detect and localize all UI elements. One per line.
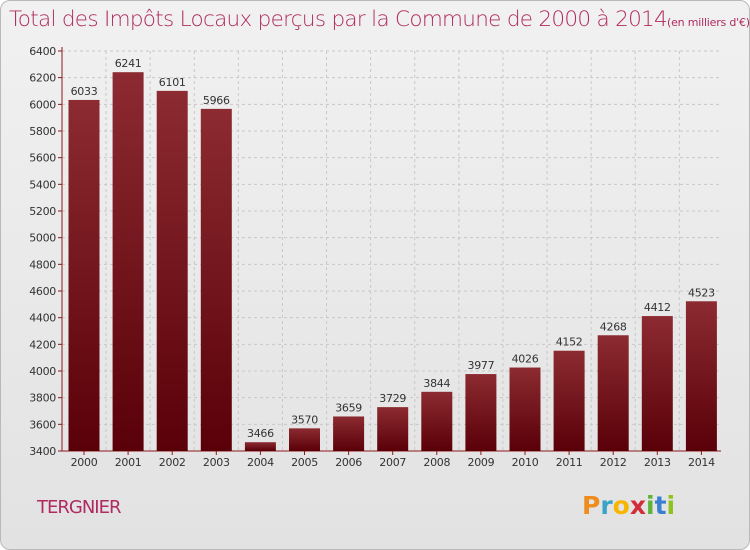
y-tick-label: 5600 — [29, 152, 56, 165]
data-label: 4026 — [512, 353, 539, 366]
bar — [553, 350, 585, 451]
y-tick-label: 4000 — [29, 365, 56, 378]
x-tick-label: 2012 — [600, 456, 627, 469]
bar — [377, 407, 409, 451]
logo-letter: o — [612, 491, 630, 520]
data-label: 6241 — [115, 57, 142, 70]
data-label: 3659 — [335, 401, 362, 414]
y-tick-label: 5400 — [29, 178, 56, 191]
commune-name: TERGNIER — [37, 497, 121, 518]
bar — [112, 72, 144, 451]
chart-title-main: Total des Impôts Locaux perçus par la Co… — [9, 7, 668, 32]
x-tick-labels: 2000 2001 2002 2003 2004 2005 2006 2007 2008 2009… — [71, 456, 716, 469]
y-tick-label: 4600 — [29, 285, 56, 298]
x-tick-label: 2009 — [468, 456, 495, 469]
chart-title: Total des Impôts Locaux perçus par la Co… — [9, 7, 750, 32]
x-tick-label: 2002 — [159, 456, 186, 469]
x-tick-label: 2006 — [335, 456, 362, 469]
y-tick-label: 3800 — [29, 392, 56, 405]
data-label: 6033 — [71, 85, 98, 98]
x-tick-label: 2014 — [688, 456, 715, 469]
bar — [465, 374, 497, 451]
bar — [641, 316, 673, 451]
x-tick-label: 2003 — [203, 456, 230, 469]
chart-title-unit: (en milliers d'€) — [667, 16, 750, 29]
bar — [156, 90, 188, 451]
bar — [289, 428, 320, 451]
y-tick-label: 5200 — [29, 205, 56, 218]
x-tick-label: 2005 — [291, 456, 318, 469]
y-tick-label: 4200 — [29, 338, 56, 351]
bar — [509, 367, 541, 451]
bar — [200, 108, 232, 451]
y-tick-label: 4400 — [29, 312, 56, 325]
x-tick-label: 2013 — [644, 456, 671, 469]
x-tick-label: 2004 — [247, 456, 274, 469]
bar — [597, 335, 629, 451]
data-label: 4268 — [600, 320, 627, 333]
x-tick-label: 2010 — [512, 456, 539, 469]
bar — [333, 416, 365, 451]
logo-letter: i — [646, 491, 655, 520]
y-tick-label: 6200 — [29, 72, 56, 85]
bar — [685, 301, 717, 451]
x-tick-label: 2008 — [423, 456, 450, 469]
x-tick-label: 2001 — [115, 456, 142, 469]
y-tick-label: 5000 — [29, 232, 56, 245]
data-label: 4412 — [644, 301, 671, 314]
bar — [68, 99, 100, 451]
bar — [244, 442, 276, 451]
y-tick-label: 4800 — [29, 258, 56, 271]
logo-letter: t — [654, 491, 667, 520]
x-tick-label: 2000 — [71, 456, 98, 469]
data-label: 4523 — [688, 286, 715, 299]
y-tick-label: 6400 — [29, 45, 56, 58]
y-tick-label: 6000 — [29, 98, 56, 111]
data-label: 6101 — [159, 76, 186, 89]
y-tick-label: 3400 — [29, 445, 56, 458]
data-label: 3844 — [423, 377, 450, 390]
x-tick-label: 2011 — [556, 456, 583, 469]
data-label: 3729 — [379, 392, 406, 405]
bars — [68, 72, 717, 451]
y-tick-label: 3600 — [29, 418, 56, 431]
logo-letter: P — [582, 491, 601, 520]
y-tick-label: 5800 — [29, 125, 56, 138]
logo-letter: r — [600, 491, 613, 520]
logo-letter: x — [629, 491, 646, 520]
bar — [421, 391, 453, 451]
proxiti-logo[interactable]: Proxiti — [582, 491, 675, 520]
data-label: 3466 — [247, 427, 274, 440]
logo-letter: i — [666, 491, 676, 520]
data-labels: 6033 6241 6101 5966 3466 3570 3659 3729 3844 3977… — [71, 57, 716, 440]
data-label: 4152 — [556, 336, 583, 349]
x-tick-label: 2007 — [379, 456, 406, 469]
y-tick-labels: 3400 3600 3800 4000 4200 4400 4600 4800 5000 5200… — [29, 45, 56, 458]
data-label: 5966 — [203, 94, 230, 107]
data-label: 3570 — [291, 413, 318, 426]
data-label: 3977 — [468, 359, 495, 372]
